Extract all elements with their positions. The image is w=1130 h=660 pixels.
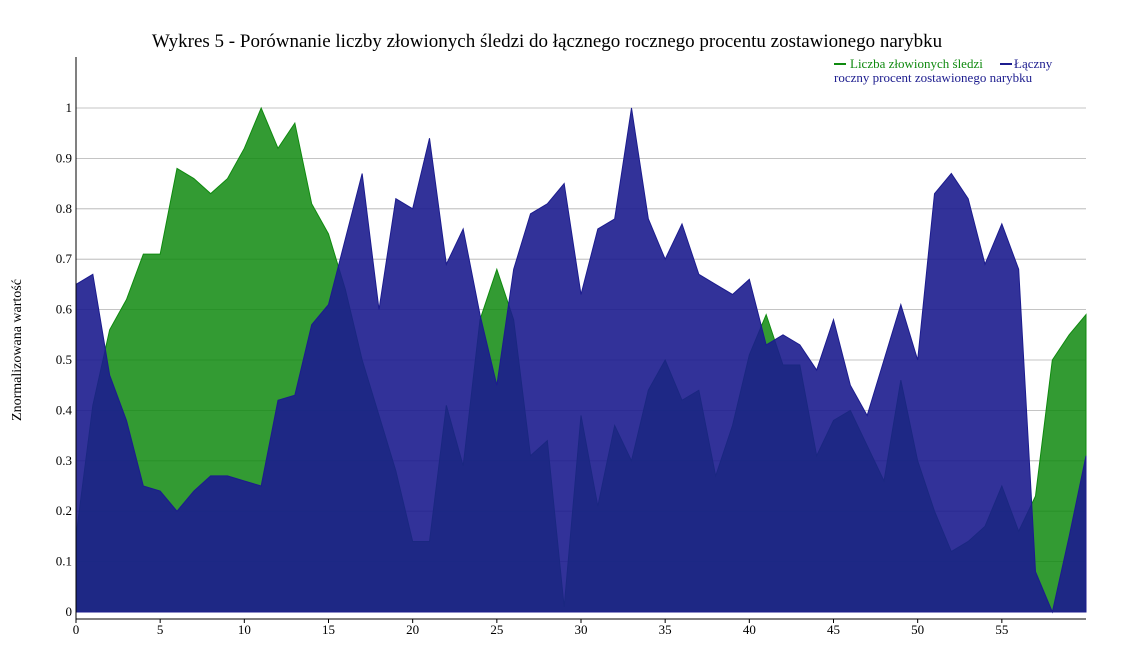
x-tick-label: 50 xyxy=(911,622,924,637)
y-tick-label: 0.7 xyxy=(56,251,73,266)
y-tick-labels: 0 0.1 0.2 0.3 0.4 0.5 0.6 0.7 0.8 0.9 1 xyxy=(56,100,73,619)
x-tick-label: 35 xyxy=(659,622,672,637)
legend-label: Łączny xyxy=(1014,56,1053,71)
x-tick-label: 40 xyxy=(743,622,756,637)
y-tick-label: 0 xyxy=(66,604,73,619)
y-tick-label: 0.5 xyxy=(56,352,72,367)
y-tick-label: 0.1 xyxy=(56,554,72,569)
y-tick-label: 0.4 xyxy=(56,402,73,417)
y-tick-label: 0.6 xyxy=(56,302,73,317)
series-area xyxy=(75,107,1087,614)
legend-label: roczny procent zostawionego narybku xyxy=(834,70,1033,85)
y-tick-label: 0.3 xyxy=(56,453,72,468)
x-tick-label: 10 xyxy=(238,622,251,637)
plot-areas xyxy=(75,106,1087,614)
x-tick-label: 30 xyxy=(575,622,588,637)
y-tick-label: 1 xyxy=(66,100,73,115)
chart-title: Wykres 5 - Porównanie liczby złowionych … xyxy=(152,31,943,52)
x-tick-label: 5 xyxy=(157,622,164,637)
x-tick-label: 0 xyxy=(73,622,80,637)
x-tick-label: 20 xyxy=(406,622,419,637)
y-tick-label: 0.9 xyxy=(56,150,72,165)
y-axis-label: Znormalizowana wartość xyxy=(10,279,25,421)
x-tick-label: 25 xyxy=(490,622,503,637)
y-tick-label: 0.8 xyxy=(56,201,72,216)
legend-label: Liczba złowionych śledzi xyxy=(850,56,983,71)
y-tick-label: 0.2 xyxy=(56,503,72,518)
x-tick-labels: 0 5 10 15 20 25 30 35 40 45 50 55 xyxy=(73,619,1008,637)
x-tick-label: 45 xyxy=(827,622,840,637)
x-tick-label: 15 xyxy=(322,622,335,637)
x-tick-label: 55 xyxy=(995,622,1008,637)
